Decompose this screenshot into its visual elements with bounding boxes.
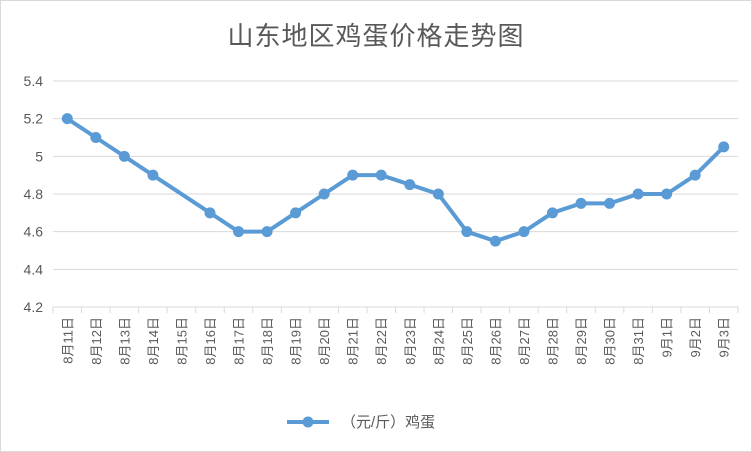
- data-point[interactable]: [318, 188, 330, 200]
- x-category-label: 8月18日: [260, 317, 275, 365]
- data-point[interactable]: [661, 188, 673, 200]
- y-tick-label: 5.2: [24, 111, 44, 127]
- x-category-label: 8月15日: [174, 317, 189, 365]
- data-point[interactable]: [147, 169, 159, 181]
- y-tick-label: 4.2: [24, 299, 44, 315]
- data-point[interactable]: [204, 207, 216, 219]
- x-category-label: 8月12日: [89, 317, 104, 365]
- y-tick-label: 5.4: [24, 73, 44, 89]
- x-category-label: 8月13日: [117, 317, 132, 365]
- data-point[interactable]: [233, 226, 245, 238]
- x-category-label: 8月19日: [289, 317, 304, 365]
- x-category-label: 8月11日: [60, 317, 75, 364]
- data-point[interactable]: [461, 226, 473, 238]
- x-category-label: 8月14日: [146, 317, 161, 365]
- x-category-label: 8月24日: [431, 317, 446, 365]
- data-point[interactable]: [61, 113, 73, 125]
- x-category-label: 8月23日: [403, 317, 418, 365]
- x-category-label: 9月3日: [717, 317, 732, 357]
- x-category-label: 8月20日: [317, 317, 332, 365]
- y-axis-ticks: 4.2 4.4 4.6 4.8 5 5.2 5.4: [24, 73, 44, 315]
- x-category-label: 8月25日: [460, 317, 475, 365]
- x-category-label: 8月30日: [603, 317, 618, 365]
- x-category-label: 8月16日: [203, 317, 218, 365]
- grid-lines: [53, 80, 738, 270]
- data-point[interactable]: [375, 169, 387, 181]
- legend[interactable]: （元/斤）鸡蛋: [287, 414, 435, 431]
- series: [61, 113, 730, 247]
- y-tick-label: 4.8: [24, 186, 44, 202]
- chart-title: 山东地区鸡蛋价格走势图: [227, 21, 524, 51]
- data-point[interactable]: [718, 141, 730, 153]
- legend-marker-icon: [302, 416, 314, 428]
- legend-label: （元/斤）鸡蛋: [341, 414, 435, 431]
- data-point[interactable]: [575, 197, 587, 209]
- data-point[interactable]: [347, 169, 359, 181]
- data-point[interactable]: [404, 179, 416, 191]
- x-category-label: 8月17日: [232, 317, 247, 365]
- data-point[interactable]: [489, 235, 501, 247]
- x-category-label: 9月2日: [688, 317, 703, 357]
- y-tick-label: 5: [35, 148, 43, 164]
- x-axis: 8月11日 8月12日 8月13日 8月14日 8月15日 8月16日 8月17日 8月18日…: [52, 306, 739, 365]
- x-category-label: 8月29日: [574, 317, 589, 365]
- data-point[interactable]: [604, 197, 616, 209]
- y-tick-label: 4.6: [24, 224, 44, 240]
- data-point[interactable]: [432, 188, 444, 200]
- series-line: [65, 116, 726, 244]
- x-category-label: 8月31日: [631, 317, 646, 365]
- data-point[interactable]: [632, 188, 644, 200]
- x-category-label: 8月28日: [545, 317, 560, 365]
- data-point[interactable]: [689, 169, 701, 181]
- data-point[interactable]: [118, 150, 130, 162]
- x-category-label: 8月27日: [517, 317, 532, 365]
- data-point[interactable]: [546, 207, 558, 219]
- data-point[interactable]: [90, 132, 102, 143]
- x-category-label: 9月1日: [660, 317, 675, 357]
- x-category-label: 8月22日: [374, 317, 389, 365]
- data-point[interactable]: [290, 207, 302, 219]
- data-point[interactable]: [518, 226, 530, 238]
- data-point[interactable]: [261, 226, 273, 238]
- x-category-label: 8月21日: [346, 317, 361, 365]
- y-tick-label: 4.4: [24, 261, 44, 277]
- x-category-label: 8月26日: [488, 317, 503, 365]
